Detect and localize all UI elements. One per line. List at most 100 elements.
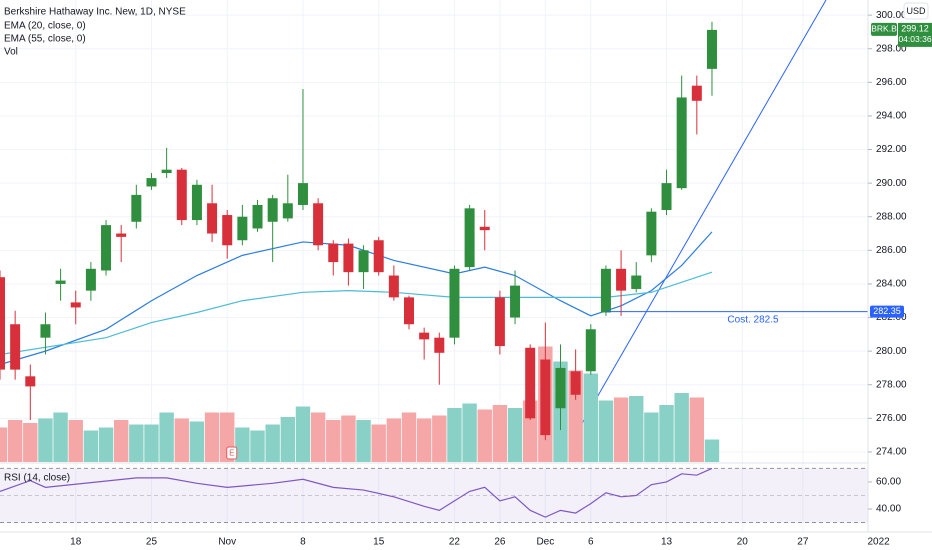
candle-body	[176, 169, 187, 221]
event-badge	[226, 446, 238, 460]
volume-bar	[674, 393, 689, 462]
candle-body	[101, 225, 112, 271]
currency-label: USD	[906, 6, 926, 16]
candle-body	[555, 367, 566, 409]
symbol-label: BRK.B	[871, 24, 897, 34]
y-tick-label: 298.00	[876, 43, 907, 54]
price-line-label: 282.35	[873, 306, 901, 316]
y-tick-label: 288.00	[876, 211, 907, 222]
y-tick-label: 276.00	[876, 413, 907, 424]
x-tick-label: 27	[797, 537, 809, 548]
volume-bar	[659, 405, 674, 462]
candle-body	[237, 216, 248, 241]
candle-body	[70, 302, 81, 308]
rsi-line	[0, 467, 713, 518]
volume-bar	[371, 424, 386, 462]
price-line-text: Cost. 282.5	[727, 314, 779, 325]
candle-body	[10, 324, 21, 370]
volume-bar	[341, 415, 356, 462]
candle-body	[282, 203, 293, 219]
volume-bar	[704, 439, 720, 462]
candle-body	[252, 204, 263, 229]
legend-entry: Vol	[4, 47, 18, 58]
volume-bar	[38, 418, 53, 462]
candle-body	[525, 347, 536, 419]
y-tick-label: 300.00	[876, 10, 907, 21]
candle-body	[116, 233, 127, 237]
volume-bar	[492, 405, 508, 462]
volume-bar	[113, 420, 129, 462]
y-tick-label: 60.00	[876, 477, 901, 488]
volume-bar	[159, 412, 174, 462]
candle-body	[449, 268, 460, 338]
candle-body	[25, 376, 36, 387]
axis-layer: 18 25 Nov 8 15 22 26 Dec 6 13 20 27 2022 274.00 276.00…	[70, 10, 932, 548]
candle-body	[297, 183, 308, 205]
volume-bar	[295, 406, 311, 462]
x-tick-label: 6	[588, 537, 594, 548]
volume-bar	[189, 421, 205, 462]
volume-bar	[356, 420, 371, 462]
x-tick-label: 26	[494, 537, 506, 548]
volume-bar	[204, 412, 220, 462]
candle-body	[706, 29, 717, 69]
volume-bar	[144, 424, 159, 462]
volume-bar	[416, 418, 432, 462]
volume-bar	[477, 409, 492, 462]
candle-body	[494, 297, 505, 347]
x-tick-label: 22	[449, 537, 461, 548]
volume-bar	[235, 427, 250, 462]
currency-button[interactable]	[903, 2, 929, 20]
last-price-label: 299.12	[901, 23, 929, 33]
legend-entry: EMA (20, close, 0)	[4, 21, 86, 32]
y-tick-label: 278.00	[876, 379, 907, 390]
y-tick-label: 40.00	[876, 504, 901, 515]
ema-line	[0, 271, 713, 356]
candle-body	[191, 184, 202, 221]
candle-body	[146, 178, 157, 187]
candle-body	[510, 285, 521, 318]
x-tick-label: Nov	[218, 537, 236, 548]
volume-bar	[0, 427, 8, 462]
y-tick-label: 290.00	[876, 178, 907, 189]
y-tick-label: 280.00	[876, 346, 907, 357]
countdown-label: 04:03:36	[898, 34, 931, 44]
candle-body	[313, 203, 324, 246]
last-price-tag	[898, 22, 932, 47]
candle-body	[40, 324, 51, 338]
event-marker[interactable]: E	[226, 446, 238, 460]
legend-entry: EMA (55, close, 0)	[4, 34, 86, 45]
candle-body	[388, 275, 399, 298]
trend-line[interactable]	[576, 0, 827, 433]
symbol-tag	[871, 22, 897, 36]
candle-body	[585, 329, 596, 372]
candle-body	[434, 337, 445, 353]
volume-bar	[447, 408, 462, 462]
candle-body	[600, 268, 611, 313]
volume-bar	[629, 396, 644, 462]
candle-body	[161, 169, 172, 174]
volume-bar	[310, 412, 326, 462]
volume-bar	[613, 397, 629, 462]
price-line-tag	[870, 305, 904, 318]
x-tick-label: 25	[146, 537, 158, 548]
grid-layer	[0, 0, 868, 532]
candle-body	[616, 268, 627, 291]
volume-bar	[174, 418, 189, 462]
volume-bar	[689, 397, 705, 462]
event-label: E	[229, 449, 234, 458]
legend-entry: RSI (14, close)	[4, 473, 70, 484]
y-tick-label: 294.00	[876, 111, 907, 122]
x-tick-label: 2022	[867, 537, 890, 548]
y-tick-label: 296.00	[876, 77, 907, 88]
volume-bar	[386, 418, 402, 462]
price-pane: Cost. 282.5	[0, 0, 868, 462]
candle-body	[328, 243, 339, 263]
volume-bar	[401, 412, 417, 462]
candle-body	[373, 240, 384, 273]
volume-bar	[53, 412, 68, 462]
candle-body	[691, 85, 702, 101]
volume-bar	[265, 424, 280, 462]
volume-bar	[250, 430, 265, 462]
